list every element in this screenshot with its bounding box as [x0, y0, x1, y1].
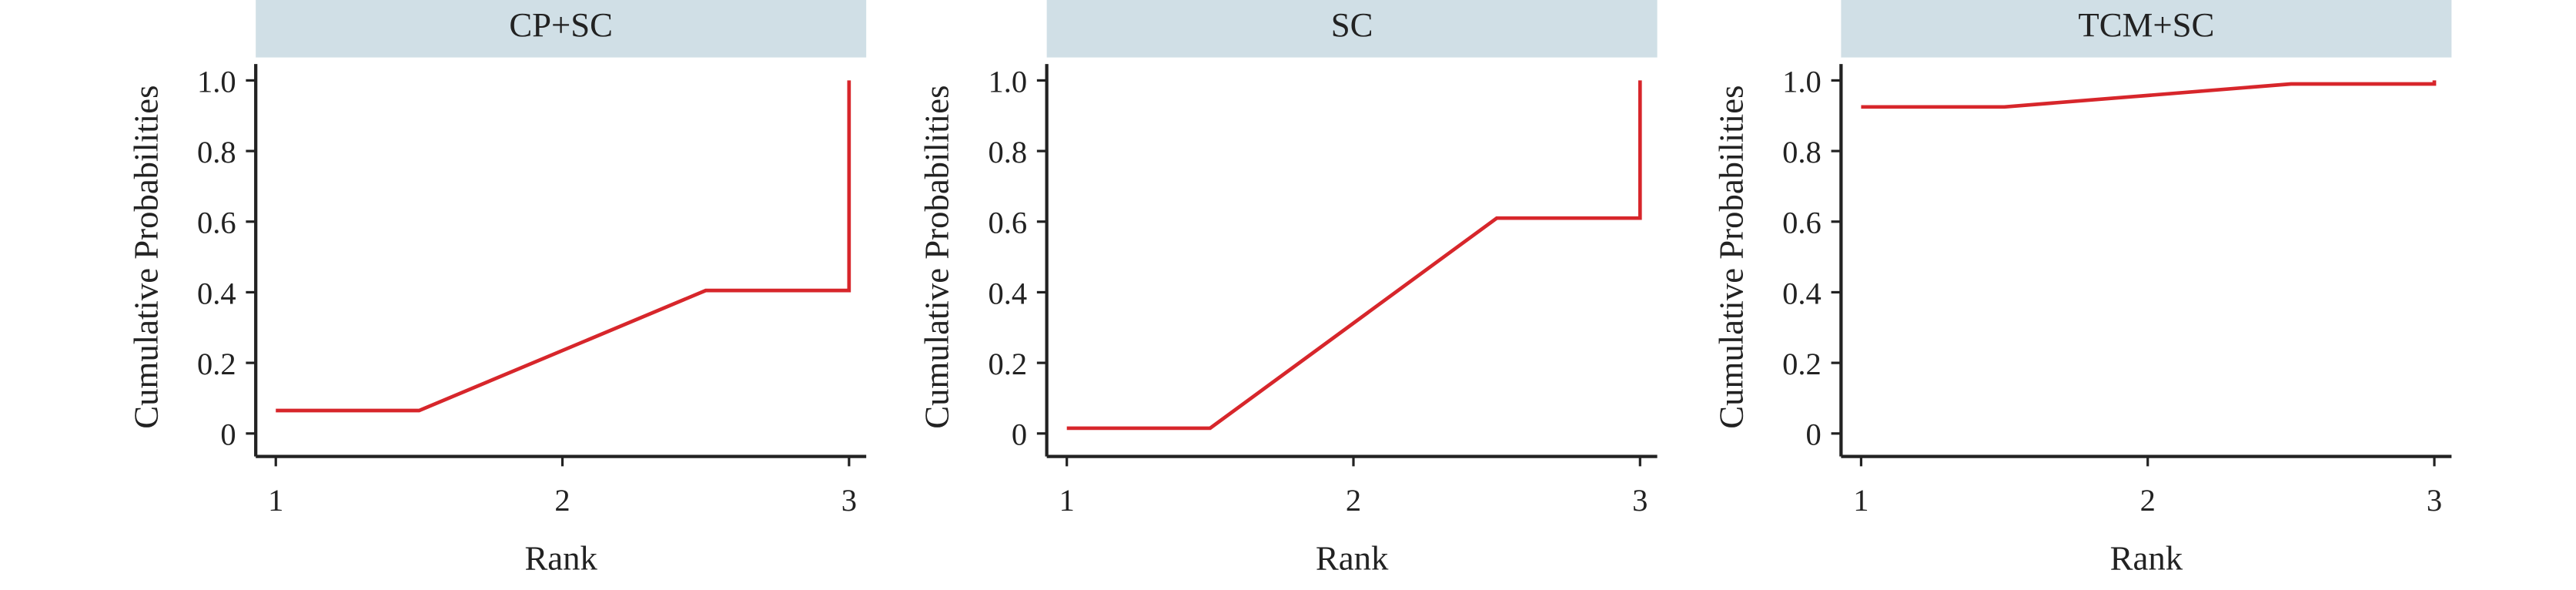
x-tick-label: 3	[2427, 483, 2442, 518]
x-tick-label: 3	[841, 483, 857, 518]
data-line	[1861, 80, 2437, 109]
y-tick-label: 0.6	[197, 206, 236, 240]
panel-header	[256, 0, 867, 58]
y-tick-label: 0.4	[1782, 276, 1822, 310]
panel-header	[1046, 0, 1658, 58]
y-axis-label: Cumulative Probabilities	[918, 85, 956, 428]
y-tick-label: 0.4	[988, 276, 1027, 310]
data-line	[276, 80, 851, 413]
y-tick-label: 1.0	[1782, 64, 1822, 99]
panel-title: CP+SC	[509, 5, 613, 44]
y-tick-label: 0.8	[988, 135, 1027, 169]
x-tick-label: 2	[554, 483, 570, 518]
y-tick-label: 0.2	[197, 347, 236, 381]
y-axis-label: Cumulative Probabilities	[1711, 85, 1750, 428]
y-tick-label: 1.0	[988, 64, 1027, 99]
x-tick-label: 1	[1853, 483, 1868, 518]
y-tick-label: 0.2	[988, 347, 1027, 381]
y-axis-label: Cumulative Probabilities	[126, 85, 165, 428]
y-tick-label: 0.2	[1782, 347, 1822, 381]
panel-title: TCM+SC	[2078, 5, 2214, 44]
y-tick-label: 0.6	[988, 206, 1027, 240]
x-tick-label: 1	[268, 483, 283, 518]
y-tick-label: 0.8	[197, 135, 236, 169]
y-tick-label: 0	[1012, 417, 1027, 452]
x-axis-label: Rank	[2110, 539, 2183, 578]
x-axis-label: Rank	[524, 539, 597, 578]
x-axis-label: Rank	[1316, 539, 1389, 578]
y-tick-label: 0	[220, 417, 236, 452]
y-tick-label: 0.8	[1782, 135, 1822, 169]
x-tick-label: 2	[1346, 483, 1361, 518]
y-tick-label: 0.4	[197, 276, 236, 310]
x-tick-label: 3	[1632, 483, 1648, 518]
y-tick-label: 1.0	[197, 64, 236, 99]
y-tick-label: 0	[1806, 417, 1822, 452]
panel-title: SC	[1331, 5, 1373, 44]
x-tick-label: 1	[1059, 483, 1075, 518]
panel-header	[1841, 0, 2452, 58]
x-tick-label: 2	[2140, 483, 2156, 518]
y-tick-label: 0.6	[1782, 206, 1822, 240]
data-line	[1066, 80, 1642, 431]
